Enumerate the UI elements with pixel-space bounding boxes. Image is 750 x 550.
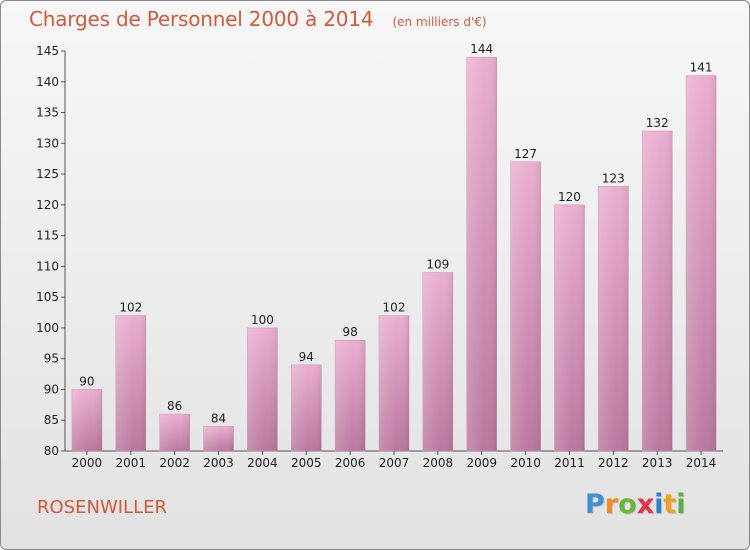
value-label: 102 [119, 301, 142, 315]
value-label: 86 [167, 399, 182, 413]
y-tick-label: 135 [36, 106, 59, 120]
x-tick-label: 2008 [423, 456, 454, 470]
logo-letter: i [654, 489, 664, 520]
y-tick-label: 110 [36, 259, 59, 273]
bar-shade [510, 161, 541, 451]
y-tick-label: 115 [36, 229, 59, 243]
x-tick-label: 2010 [510, 456, 541, 470]
bar-shade [115, 315, 146, 451]
value-label: 141 [690, 61, 713, 75]
y-tick-label: 120 [36, 198, 59, 212]
y-tick-label: 90 [44, 382, 59, 396]
chart-subtitle: (en milliers d'€) [392, 15, 487, 29]
x-tick-label: 2000 [72, 456, 103, 470]
bar-shade [379, 315, 409, 451]
value-label: 120 [558, 190, 581, 204]
value-label: 132 [646, 116, 669, 130]
x-tick-label: 2009 [466, 456, 497, 470]
y-tick-label: 85 [44, 413, 59, 427]
x-tick-label: 2012 [598, 456, 629, 470]
bar-shade [71, 389, 102, 451]
y-tick-label: 145 [36, 44, 59, 58]
bar-shade [159, 414, 190, 451]
value-label: 94 [299, 350, 314, 364]
value-label: 144 [470, 42, 493, 56]
bar-shade [203, 426, 234, 451]
value-label: 102 [383, 301, 406, 315]
logo-letter: i [676, 489, 686, 520]
commune-name: ROSENWILLER [37, 497, 167, 518]
proxiti-logo: Proxiti [585, 489, 686, 520]
bar-shade [291, 364, 322, 451]
x-tick-label: 2013 [642, 456, 673, 470]
bar-shade [247, 327, 278, 451]
logo-letter: o [618, 489, 637, 520]
value-label: 109 [426, 258, 449, 272]
y-tick-label: 130 [36, 136, 59, 150]
logo-letter: t [663, 489, 677, 520]
x-tick-label: 2004 [247, 456, 278, 470]
x-tick-label: 2011 [554, 456, 585, 470]
bar-shade [422, 272, 453, 451]
bar-shade [335, 340, 366, 451]
bar-shade [598, 186, 629, 451]
x-tick-label: 2001 [116, 456, 147, 470]
value-label: 90 [79, 374, 94, 388]
x-tick-label: 2003 [203, 456, 234, 470]
logo-letter: r [604, 489, 619, 520]
y-tick-label: 105 [36, 290, 59, 304]
bar-shade [686, 75, 717, 451]
y-tick-label: 100 [36, 321, 59, 335]
logo-letter: x [636, 489, 655, 520]
x-tick-label: 2014 [686, 456, 717, 470]
x-tick-label: 2007 [379, 456, 410, 470]
value-label: 100 [251, 313, 274, 327]
title-row: Charges de Personnel 2000 à 2014 (en mil… [29, 7, 487, 31]
y-tick-label: 125 [36, 167, 59, 181]
bar-shade [466, 57, 497, 452]
value-label: 123 [602, 171, 625, 185]
x-tick-label: 2005 [291, 456, 322, 470]
x-tick-label: 2006 [335, 456, 366, 470]
bar-shade [642, 131, 673, 451]
logo-letter: P [585, 489, 605, 520]
y-tick-label: 95 [44, 352, 59, 366]
chart-title: Charges de Personnel 2000 à 2014 [29, 7, 374, 31]
value-label: 98 [342, 325, 357, 339]
y-tick-label: 140 [36, 75, 59, 89]
x-tick-label: 2002 [159, 456, 190, 470]
y-tick-label: 80 [44, 444, 59, 458]
bar-shade [554, 204, 585, 451]
value-label: 127 [514, 147, 537, 161]
value-label: 84 [211, 411, 226, 425]
